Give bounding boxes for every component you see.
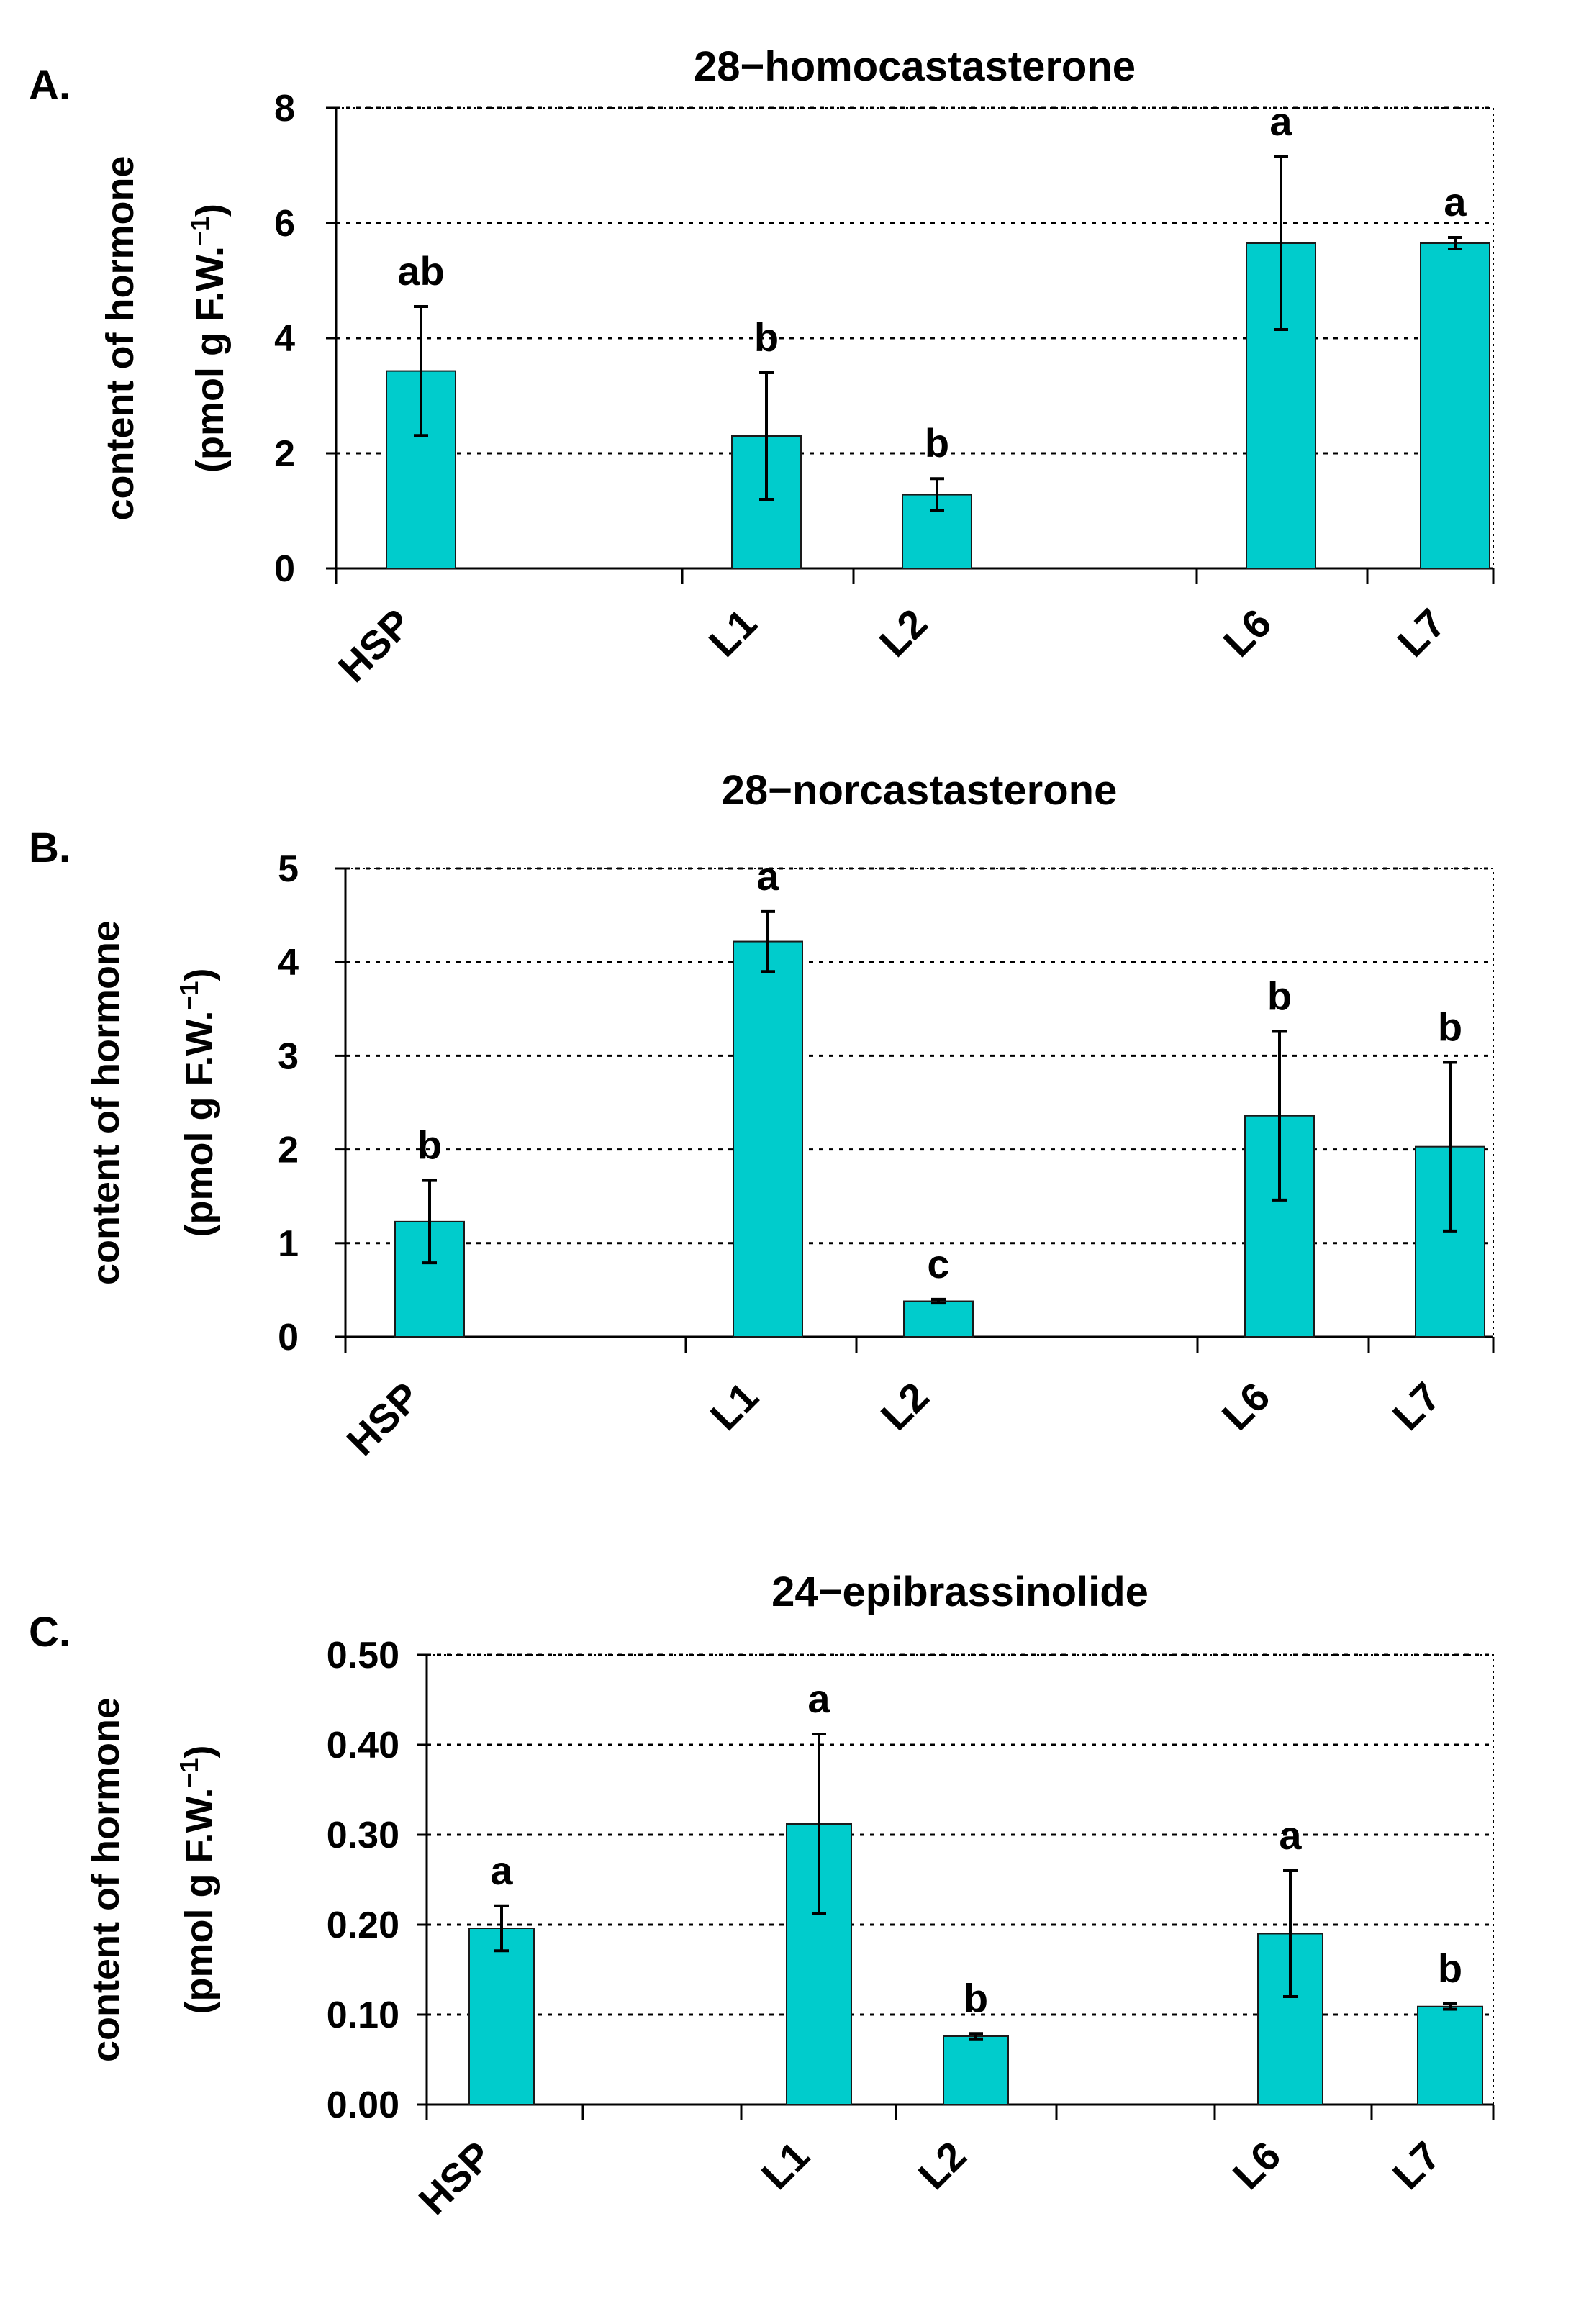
y-tick-label: 4 (274, 318, 295, 360)
y-tick-label: 2 (274, 433, 295, 475)
y-axis-label-main: (pmol g F.W. (189, 246, 232, 473)
y-axis-label-main: (pmol g F.W. (178, 1788, 221, 2015)
significance-letter: a (490, 1848, 513, 1893)
y-tick-label: 8 (274, 88, 295, 130)
y-tick-label: 4 (278, 942, 299, 984)
significance-letter: a (1444, 179, 1467, 224)
chart-panel-c: C. 24−epibrassinolide 0.00 0.10 0.20 0.30 0.40… (29, 1569, 1495, 2223)
category-label-l1: L1 (702, 1374, 767, 1439)
y-tick-label: 5 (278, 848, 299, 890)
category-label-hsp: HSP (410, 2133, 501, 2223)
panel-label: C. (29, 1609, 71, 1656)
bar-l2 (943, 2035, 1009, 2105)
y-axis-label-line2: (pmol g F.W.−1) (185, 204, 232, 473)
y-tick-label: 2 (278, 1130, 299, 1171)
y-axis-label-sup: −1 (174, 1758, 204, 1787)
y-tick-label: 0.30 (327, 1815, 399, 1856)
y-axis-label-sup: −1 (185, 217, 214, 246)
category-label-l2: L2 (910, 2133, 975, 2198)
category-label-l1: L1 (753, 2133, 818, 2198)
significance-letter: b (964, 1975, 988, 2020)
bar-l7 (1420, 242, 1490, 569)
significance-letter: b (1438, 1946, 1462, 1991)
category-label-l6: L6 (1213, 1374, 1279, 1439)
y-axis-label-line1: content of hormone (99, 156, 142, 521)
significance-letter: b (417, 1122, 442, 1168)
y-axis-label-line1: content of hormone (84, 920, 127, 1285)
y-axis-label-main: (pmol g F.W. (178, 1011, 221, 1238)
category-label-l1: L1 (700, 600, 766, 666)
significance-letter: a (1279, 1812, 1302, 1858)
y-tick-label: 0 (274, 548, 295, 590)
bar-l7 (1417, 2005, 1483, 2105)
bar-hsp (468, 1928, 535, 2105)
panel-label: A. (29, 62, 71, 109)
bar-l1 (733, 940, 803, 1338)
category-label-l7: L7 (1384, 2133, 1449, 2198)
chart-title: 28−norcastasterone (722, 767, 1118, 814)
significance-letter: a (1269, 99, 1292, 144)
y-axis-label-line2: (pmol g F.W.−1) (174, 1746, 221, 2015)
chart-panel-a: A. 28−homocastasterone 0 2 4 6 8 content of hor… (29, 43, 1495, 691)
significance-letter: b (754, 314, 779, 360)
y-tick-label: 6 (274, 203, 295, 245)
significance-letter: a (756, 853, 779, 899)
y-tick-label: 3 (278, 1035, 299, 1077)
category-label-l6: L6 (1224, 2133, 1290, 2198)
significance-letter: b (1438, 1004, 1462, 1050)
y-tick-label: 0.10 (327, 1994, 399, 2036)
significance-letter: b (1267, 973, 1292, 1019)
category-label-l7: L7 (1389, 600, 1454, 666)
y-tick-label: 1 (278, 1223, 299, 1265)
y-tick-label: 0 (278, 1317, 299, 1358)
y-axis-label-end: ) (178, 1746, 221, 1758)
significance-letter: c (927, 1241, 949, 1286)
y-axis-label-sup: −1 (174, 981, 204, 1010)
chart-panel-b: B. 28−norcastasterone 0 1 2 3 4 5 content of hor… (29, 767, 1495, 1464)
panel-label: B. (29, 825, 71, 871)
significance-letter: b (925, 420, 949, 466)
y-tick-label: 0.50 (327, 1635, 399, 1676)
chart-title: 24−epibrassinolide (771, 1569, 1149, 1615)
category-label-l7: L7 (1384, 1374, 1449, 1439)
plot-frame (345, 868, 1494, 1338)
y-axis-label-line1: content of hormone (84, 1697, 127, 2062)
category-label-hsp: HSP (330, 600, 420, 691)
y-axis-label-end: ) (178, 968, 221, 981)
y-tick-label: 0.40 (327, 1725, 399, 1766)
significance-letter: a (807, 1676, 830, 1721)
bar-l2 (903, 1300, 974, 1338)
significance-letter: ab (397, 248, 444, 294)
y-tick-label: 0.20 (327, 1905, 399, 1946)
category-label-l6: L6 (1215, 600, 1280, 666)
category-label-hsp: HSP (338, 1374, 429, 1464)
chart-title: 28−homocastasterone (694, 43, 1136, 90)
y-axis-label-end: ) (189, 204, 232, 217)
y-axis-label-line2: (pmol g F.W.−1) (174, 968, 221, 1238)
category-label-l2: L2 (872, 1374, 938, 1439)
category-label-l2: L2 (871, 600, 936, 666)
y-tick-label: 0.00 (327, 2084, 399, 2126)
